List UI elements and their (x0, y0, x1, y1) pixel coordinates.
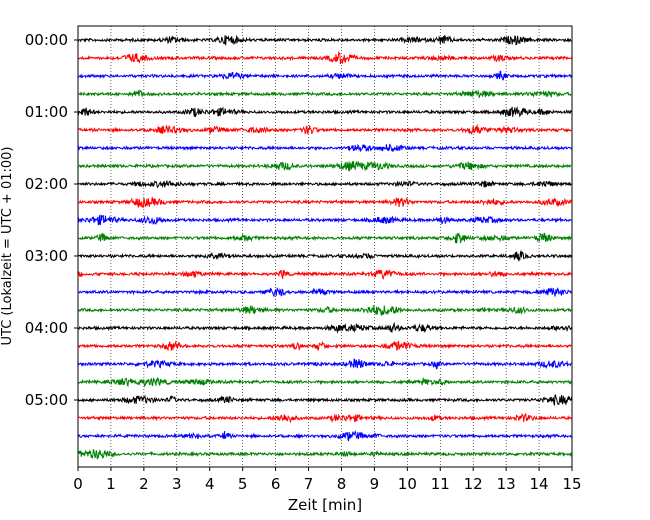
y-tick-label-4: 04:00 (25, 319, 68, 337)
trace-16 (77, 321, 573, 334)
y-tick-label-3: 03:00 (25, 247, 68, 265)
x-axis-ticks: 0 1 2 3 4 5 6 7 8 9 10 11 12 13 14 15 (73, 467, 582, 493)
trace-7 (77, 160, 573, 172)
y-axis-label: UTC (Lokalzeit = UTC + 01:00) (0, 147, 15, 346)
y-tick-label-0: 00:00 (25, 31, 68, 49)
x-tick-label-11: 11 (431, 475, 450, 493)
y-tick-label-2: 02:00 (25, 175, 68, 193)
x-tick-label-7: 7 (304, 475, 314, 493)
x-tick-label-6: 6 (271, 475, 281, 493)
x-tick-label-12: 12 (464, 475, 483, 493)
trace-0 (77, 34, 573, 46)
trace-15 (77, 304, 573, 316)
x-tick-label-3: 3 (172, 475, 182, 493)
trace-3 (77, 89, 573, 99)
trace-1 (77, 51, 573, 65)
trace-11 (77, 232, 573, 244)
trace-9 (77, 197, 573, 209)
x-tick-label-9: 9 (370, 475, 380, 493)
x-tick-label-5: 5 (238, 475, 248, 493)
trace-6 (77, 143, 573, 153)
x-tick-label-13: 13 (497, 475, 516, 493)
y-tick-label-1: 01:00 (25, 103, 68, 121)
trace-8 (77, 180, 573, 189)
trace-20 (77, 393, 573, 407)
trace-13 (77, 269, 573, 280)
x-tick-label-0: 0 (73, 475, 83, 493)
y-tick-label-5: 05:00 (25, 391, 68, 409)
traces (77, 34, 573, 460)
x-axis-label: Zeit [min] (288, 496, 362, 514)
trace-12 (77, 249, 573, 262)
x-tick-label-14: 14 (530, 475, 549, 493)
trace-14 (77, 286, 573, 297)
trace-22 (77, 430, 573, 442)
x-tick-label-4: 4 (205, 475, 215, 493)
trace-5 (77, 123, 573, 135)
trace-2 (77, 70, 573, 81)
trace-17 (77, 340, 573, 352)
x-tick-label-8: 8 (337, 475, 347, 493)
x-tick-label-2: 2 (139, 475, 149, 493)
y-axis-ticks: 00:00 01:00 02:00 03:00 04:00 05:00 (25, 31, 78, 409)
trace-21 (77, 412, 573, 424)
trace-4 (77, 106, 573, 118)
plot-frame (77, 25, 573, 468)
trace-18 (77, 358, 573, 370)
x-tick-label-15: 15 (562, 475, 581, 493)
x-tick-label-1: 1 (106, 475, 116, 493)
x-tick-label-10: 10 (398, 475, 417, 493)
trace-10 (77, 214, 573, 226)
trace-23 (77, 449, 573, 460)
trace-19 (77, 376, 573, 388)
